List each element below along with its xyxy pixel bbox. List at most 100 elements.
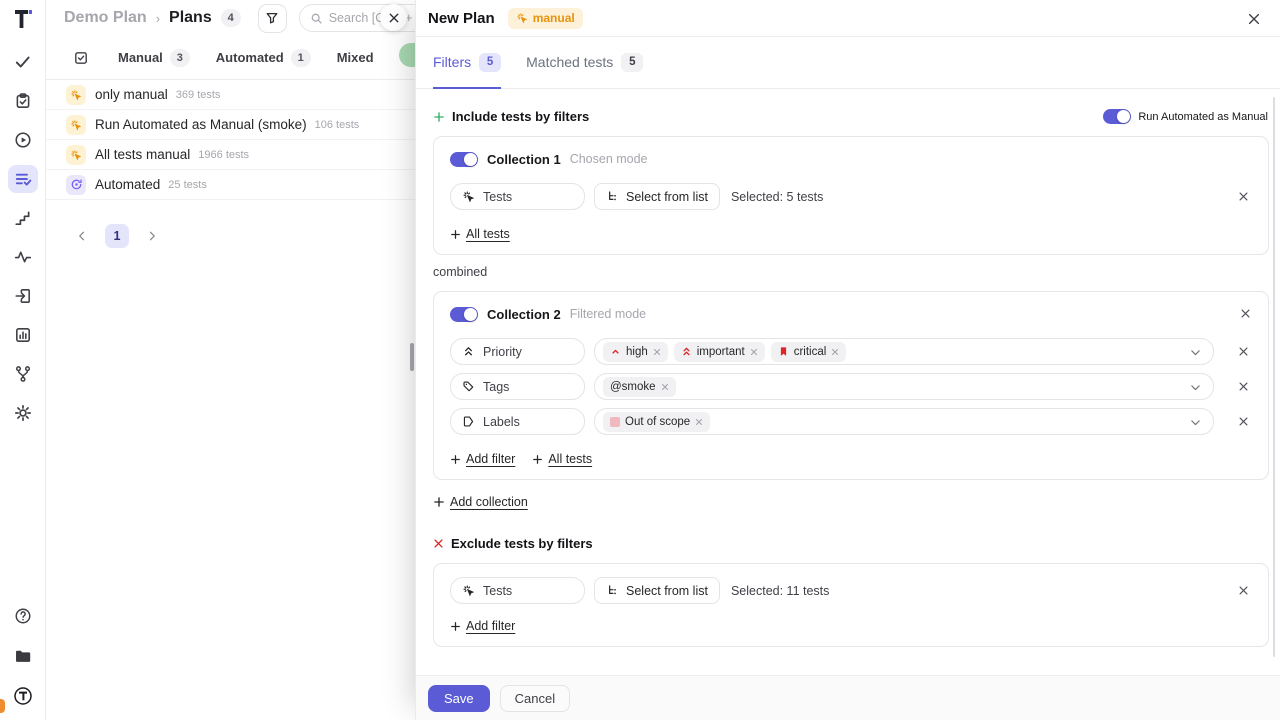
filter-button[interactable] [257,3,287,33]
chevron-right-icon[interactable] [142,226,162,246]
remove-row-button[interactable] [1234,343,1252,361]
plan-name: All tests manual [95,147,191,162]
remove-row-button[interactable] [1234,188,1252,206]
clipboard-check-icon[interactable] [8,87,38,115]
remove-collection-button[interactable] [1236,304,1254,322]
drawer-footer: Save Cancel [416,675,1280,720]
chevron-down-icon[interactable] [1189,346,1202,359]
manual-plan-icon [66,114,86,135]
all-tests-link[interactable]: All tests [532,452,592,466]
chat-bubble-sliver[interactable] [0,699,5,713]
exclude-x-icon [433,538,444,549]
import-box-icon[interactable] [8,282,38,310]
pagination-page[interactable]: 1 [105,224,129,248]
pointer-click-icon [462,584,475,597]
select-from-list-button[interactable]: Select from list [594,577,720,604]
steps-icon[interactable] [8,204,38,232]
pointer-click-icon [462,190,475,203]
drawer-header: New Plan manual [416,0,1280,37]
priority-chip-important: important [673,341,765,362]
pulse-icon[interactable] [8,243,38,271]
drawer-scrollbar[interactable] [1273,97,1275,657]
plan-type-badge: manual [507,7,583,29]
collection-2-toggle[interactable] [450,306,478,322]
plan-name: only manual [95,87,168,102]
manual-plan-icon [66,144,86,165]
plus-icon [532,454,543,465]
app-logo-icon[interactable] [11,8,35,30]
remove-chip-icon[interactable] [661,383,669,391]
remove-row-button[interactable] [1234,582,1252,600]
cancel-button[interactable]: Cancel [499,684,571,712]
plus-icon [450,229,461,240]
chevron-up-icon [610,346,621,357]
bulk-select-icon[interactable] [73,50,89,66]
remove-row-button[interactable] [1234,378,1252,396]
tags-select[interactable]: @smoke [594,373,1214,400]
new-plan-button-sliver[interactable] [399,43,417,67]
new-plan-drawer: New Plan manual Filters 5 Matched tests … [415,0,1280,720]
priority-chip-critical: critical [770,341,847,362]
runs-check-icon[interactable] [8,48,38,76]
test-plans-icon[interactable] [8,165,38,193]
folder-icon[interactable] [8,642,38,670]
tests-field[interactable]: Tests [450,577,585,604]
priority-field[interactable]: Priority [450,338,585,365]
breadcrumb-project[interactable]: Demo Plan [64,9,147,26]
labels-field[interactable]: Labels [450,408,585,435]
plans-count-badge: 4 [220,9,241,27]
pointer-click-icon [516,12,528,24]
tab-mixed[interactable]: Mixed [336,50,374,65]
help-icon[interactable] [8,602,38,630]
branch-icon[interactable] [8,360,38,388]
close-icon [388,12,400,24]
remove-chip-icon[interactable] [695,418,703,426]
tab-matched-tests[interactable]: Matched tests 5 [526,37,644,89]
tests-field[interactable]: Tests [450,183,585,210]
remove-chip-icon[interactable] [750,348,758,356]
tab-filters[interactable]: Filters 5 [433,37,502,89]
remove-row-button[interactable] [1234,413,1252,431]
save-button[interactable]: Save [428,684,490,712]
tab-automated[interactable]: Automated 1 [216,48,311,67]
tests-filter-row: Tests Select from list Selected: 11 test… [450,577,1252,604]
search-icon [310,12,323,25]
run-automated-as-manual-toggle[interactable] [1103,109,1132,124]
plan-test-count: 369 tests [175,88,221,101]
priority-chip-high: high [603,341,668,362]
chevron-left-icon[interactable] [72,226,92,246]
list-scrollbar-thumb[interactable] [410,343,414,371]
add-filter-link[interactable]: Add filter [450,619,515,633]
tree-list-icon [606,584,619,597]
search-close-button[interactable] [380,4,407,31]
bar-chart-icon[interactable] [8,321,38,349]
gear-icon[interactable] [8,399,38,427]
collection-1-toggle[interactable] [450,151,478,167]
remove-chip-icon[interactable] [653,348,661,356]
labels-select[interactable]: Out of scope [594,408,1214,435]
priority-select[interactable]: high important critical [594,338,1214,365]
search-box[interactable] [298,4,429,32]
collection-2-card: Collection 2 Filtered mode Priority high [433,291,1269,480]
all-tests-link[interactable]: All tests [450,227,510,241]
remove-chip-icon[interactable] [831,348,839,356]
combined-label: combined [433,265,488,279]
drawer-tab-bar: Filters 5 Matched tests 5 [416,37,1280,89]
collection-name: Collection 1 [487,151,561,167]
priority-filter-row: Priority high important [450,338,1252,365]
tab-manual[interactable]: Manual 3 [118,48,190,67]
play-circle-icon[interactable] [8,126,38,154]
pagination: 1 [46,224,1280,248]
select-from-list-button[interactable]: Select from list [594,183,720,210]
chevron-down-icon[interactable] [1189,416,1202,429]
add-collection-link[interactable]: Add collection [433,495,528,509]
tag-chip-smoke: @smoke [603,376,676,397]
chevron-down-icon[interactable] [1189,381,1202,394]
drawer-body: Include tests by filters Run Automated a… [416,89,1280,675]
tags-field[interactable]: Tags [450,373,585,400]
add-filter-link[interactable]: Add filter [450,452,515,466]
drawer-close-button[interactable] [1244,9,1264,29]
logo-circle-icon[interactable] [8,682,38,710]
plan-name: Automated [95,177,161,192]
